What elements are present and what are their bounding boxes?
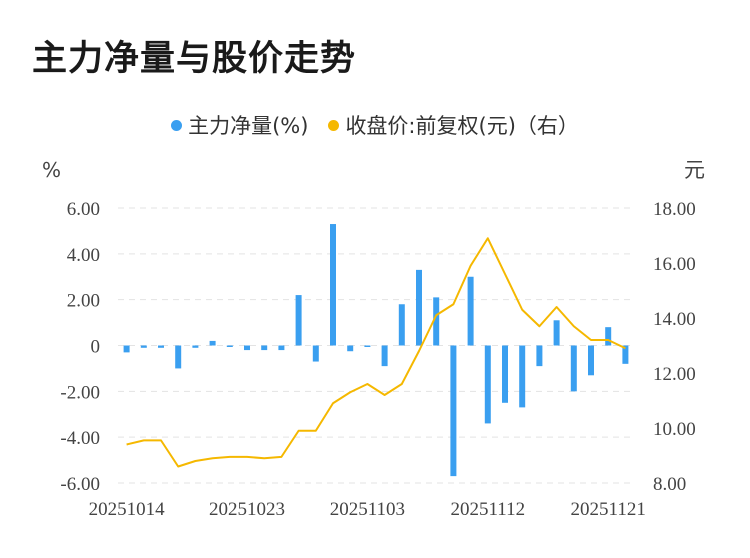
legend-label-main-net: 主力净量(%) bbox=[188, 114, 309, 138]
right-tick-label: 14.00 bbox=[653, 309, 696, 330]
chart-title: 主力净量与股价走势 bbox=[32, 39, 357, 79]
bar bbox=[416, 269, 422, 346]
left-tick-label: 6.00 bbox=[67, 199, 100, 220]
bar bbox=[244, 345, 250, 351]
bar bbox=[140, 345, 147, 348]
right-axis-unit: 元 bbox=[684, 158, 705, 182]
bar bbox=[209, 340, 216, 346]
bar bbox=[553, 320, 560, 346]
right-tick-label: 8.00 bbox=[653, 474, 686, 495]
bar bbox=[450, 345, 457, 477]
bar bbox=[261, 345, 268, 351]
left-axis-unit: % bbox=[42, 158, 61, 182]
bar bbox=[502, 345, 508, 403]
x-tick-label: 20251014 bbox=[89, 499, 166, 520]
left-tick-label: 2.00 bbox=[67, 291, 100, 312]
left-tick-label: -2.00 bbox=[60, 382, 100, 403]
bar bbox=[519, 345, 526, 408]
price-line bbox=[126, 237, 626, 468]
bar bbox=[398, 304, 405, 346]
right-tick-label: 10.00 bbox=[653, 419, 696, 440]
bar bbox=[570, 345, 577, 392]
left-tick-label: -4.00 bbox=[60, 428, 100, 449]
x-tick-label: 20251103 bbox=[330, 499, 405, 520]
bar bbox=[622, 345, 629, 364]
bar bbox=[347, 345, 354, 352]
bar bbox=[330, 224, 336, 346]
legend-dot-blue-icon bbox=[171, 119, 183, 131]
bar bbox=[295, 295, 302, 346]
bar bbox=[467, 276, 474, 346]
left-tick-label: 4.00 bbox=[67, 245, 100, 266]
bar bbox=[484, 345, 491, 424]
grid-layer bbox=[118, 207, 634, 484]
bar bbox=[605, 327, 612, 346]
legend: 主力净量(%) 收盘价:前复权(元)（右） bbox=[0, 110, 750, 140]
bar bbox=[364, 345, 371, 347]
right-tick-label: 16.00 bbox=[653, 254, 696, 275]
left-tick-label: -6.00 bbox=[60, 474, 100, 495]
bar bbox=[536, 345, 543, 367]
bar bbox=[588, 345, 594, 376]
bar bbox=[381, 345, 388, 367]
legend-label-close-price: 收盘价:前复权(元)（右） bbox=[345, 114, 579, 138]
bar bbox=[123, 345, 130, 353]
x-tick-label: 20251023 bbox=[209, 499, 285, 520]
legend-item-main-net[interactable]: 主力净量(%) bbox=[171, 110, 308, 140]
x-tick-label: 20251121 bbox=[571, 499, 646, 520]
axis-layer: 6.00 4.00 2.00 0 -2.00 -4.00 -6.00 18.00 16.00 14… bbox=[42, 158, 705, 520]
bar bbox=[175, 345, 182, 369]
bar-layer bbox=[123, 224, 629, 477]
right-tick-label: 18.00 bbox=[653, 199, 696, 220]
x-tick-label: 20251112 bbox=[451, 499, 526, 520]
bar bbox=[433, 297, 440, 346]
bar bbox=[312, 345, 319, 362]
left-tick-label: 0 bbox=[91, 337, 101, 358]
legend-dot-yellow-icon bbox=[328, 119, 340, 131]
bar bbox=[226, 345, 233, 347]
bar bbox=[158, 345, 164, 348]
legend-item-close-price[interactable]: 收盘价:前复权(元)（右） bbox=[328, 110, 579, 140]
right-tick-label: 12.00 bbox=[653, 364, 696, 385]
line-layer bbox=[126, 237, 626, 468]
bar bbox=[192, 345, 199, 348]
bar bbox=[278, 345, 285, 351]
